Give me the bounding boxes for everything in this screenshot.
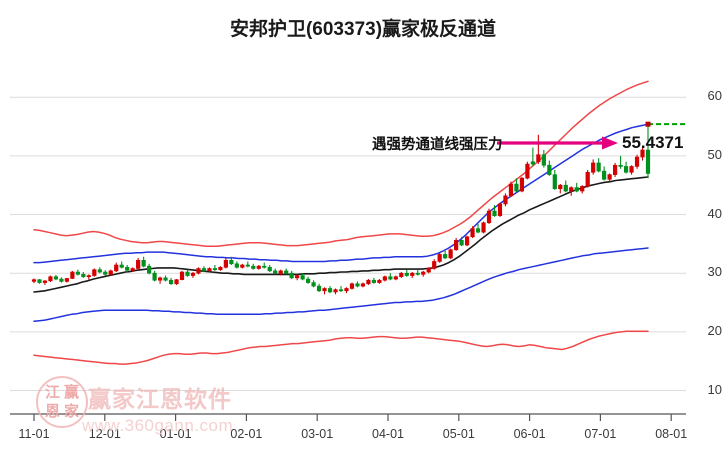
y-axis-tick-label: 40 [707, 205, 722, 221]
x-axis-tick-label: 05-01 [442, 427, 475, 441]
y-axis-tick-label: 30 [707, 264, 722, 280]
y-axis-tick-label: 50 [707, 146, 722, 162]
watermark-url: www.360gann.com [82, 416, 234, 435]
axis-lines-and-ticks [10, 413, 686, 421]
y-axis-tick-label: 60 [707, 88, 722, 104]
x-axis-tick-label: 12-01 [88, 427, 121, 441]
x-axis-tick-label: 08-01 [655, 427, 688, 441]
logo-glyph-1: 江 [44, 384, 60, 401]
logo-glyph-2: 赢 [63, 384, 79, 401]
x-axis-tick-label: 01-01 [159, 427, 192, 441]
candlestick-series [31, 124, 651, 295]
logo-glyphs: 江 赢 恩 家 [43, 383, 81, 421]
x-axis-tick-label: 03-01 [301, 427, 334, 441]
last-price-line [645, 121, 686, 127]
annotation-arrow [497, 136, 618, 150]
page-title: 安邦护卫(603373)赢家极反通道 [229, 19, 497, 40]
x-axis-tick-label: 02-01 [230, 427, 263, 441]
y-axis-tick-label: 20 [707, 322, 722, 338]
y-axis-tick-label: 10 [707, 381, 722, 397]
watermark-brand: 赢家江恩软件 [88, 386, 232, 412]
watermark-logo-icon: 江 赢 恩 家 [36, 376, 88, 428]
logo-glyph-4: 家 [63, 403, 79, 420]
x-axis-tick-label: 06-01 [513, 427, 546, 441]
annotation-label: 遇强势通道线强压力 [372, 137, 503, 153]
logo-glyph-3: 恩 [44, 403, 60, 420]
gridlines [10, 96, 686, 392]
x-axis-tick-label: 07-01 [584, 427, 617, 441]
annotation-value: 55.4371 [622, 133, 684, 152]
channel-band-lines [33, 80, 649, 365]
x-axis-tick-label: 04-01 [372, 427, 404, 441]
x-axis-tick-label: 11-01 [18, 427, 50, 441]
logo-ring [36, 376, 88, 428]
